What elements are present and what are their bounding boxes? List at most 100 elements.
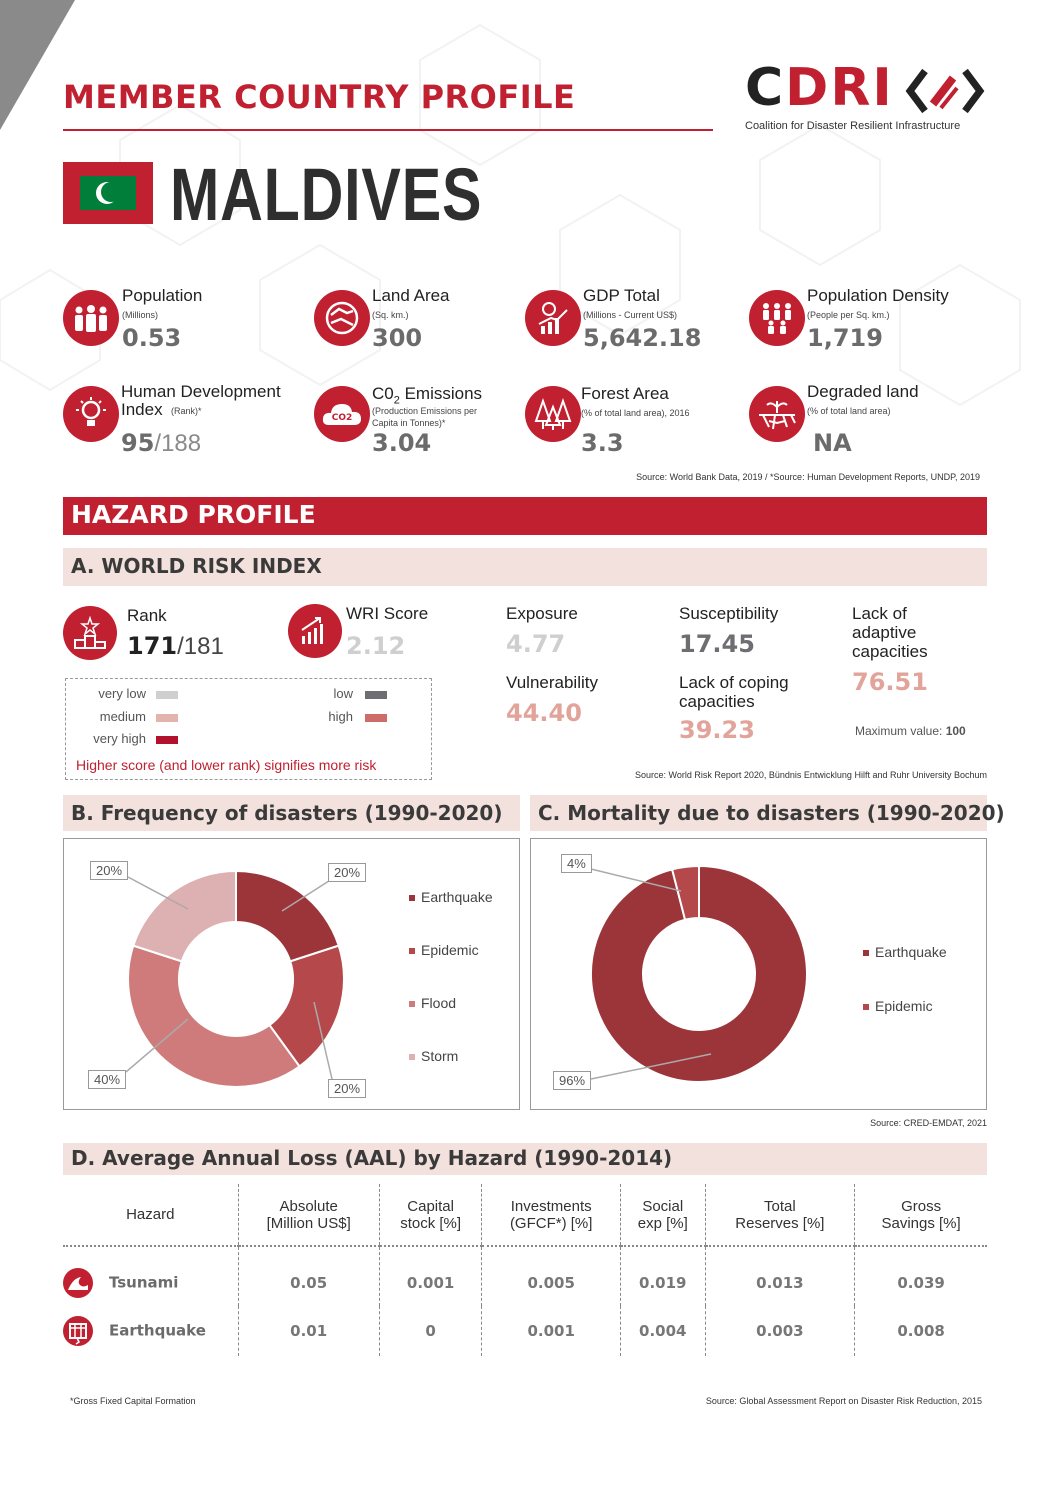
aal-col-absolute: Absolute [Million US$]	[237, 1184, 380, 1247]
aal-col-savings-l2: Savings [%]	[881, 1214, 961, 1232]
aal-col-social: Social exp [%]	[619, 1184, 706, 1247]
freq-connector-line	[313, 1001, 333, 1080]
legend-high-swatch	[365, 714, 387, 722]
max-value-label: Maximum value:	[855, 724, 946, 738]
earthquake-building-icon	[63, 1316, 93, 1346]
table-row: Tsunami 0.05 0.001 0.005 0.019 0.013 0.0…	[63, 1246, 987, 1306]
land-area-unit: (Sq. km.)	[372, 310, 409, 320]
co2-unit-line1: (Production Emissions per	[372, 406, 478, 416]
table-row: Earthquake 0.01 0 0.001 0.004 0.003 0.00…	[63, 1306, 987, 1356]
aal-col-capital: Capital stock [%]	[378, 1184, 482, 1247]
gdp-chart-icon	[525, 290, 581, 346]
aal-cell: 0	[378, 1306, 482, 1356]
wri-section-header: A. WORLD RISK INDEX	[63, 548, 987, 586]
aal-col-investments-l1: Investments	[510, 1197, 592, 1215]
population-label: Population	[122, 286, 203, 305]
legend-low-label: low	[333, 686, 353, 701]
adaptive-label-line3: capacities	[852, 642, 928, 661]
rank-block: Rank 171/181	[63, 606, 273, 666]
hdi-rank-total: /188	[154, 430, 202, 457]
rank-value: 171/181	[127, 632, 224, 661]
aal-col-investments-l2: (GFCF*) [%]	[509, 1214, 593, 1232]
susceptibility-label: Susceptibility	[679, 604, 779, 623]
aal-col-hazard-label: Hazard	[126, 1206, 175, 1223]
mortality-section-header: C. Mortality due to disasters (1990-2020…	[530, 795, 1005, 831]
co2-unit-line2: Capita in Tonnes)*	[372, 418, 446, 428]
logo-subtitle: Coalition for Disaster Resilient Infrast…	[745, 120, 961, 132]
max-value-number: 100	[945, 724, 966, 738]
title-underline	[63, 129, 713, 131]
logo-mark-icon	[905, 68, 985, 114]
logo-dri: DRI	[785, 58, 894, 118]
hdi-label-line1: Human Development	[121, 382, 281, 401]
hdi-rank: 95	[121, 429, 155, 457]
legend-medium-label: medium	[99, 709, 146, 724]
rank-number: 171	[127, 632, 178, 660]
adaptive-value: 76.51	[852, 668, 928, 696]
wri-source: Source: World Risk Report 2020, Bündnis …	[635, 770, 987, 780]
cdri-logo: CDRI Coalition for Disaster Resilient In…	[745, 62, 985, 132]
mort-legend-epidemic: Epidemic	[863, 998, 933, 1014]
adaptive-label-line2: adaptive	[852, 623, 917, 642]
aal-cell: 0.005	[481, 1246, 621, 1306]
legend-very-low-label: very low	[98, 686, 146, 701]
aal-col-savings: Gross Savings [%]	[854, 1184, 987, 1247]
coping-label-line1: Lack of coping	[679, 673, 789, 692]
coping-label-line2: capacities	[679, 692, 755, 711]
density-people-icon	[749, 290, 805, 346]
mort-label-earthquake: 96%	[553, 1071, 592, 1090]
stat-forest: Forest Area (% of total land area), 2016…	[525, 384, 735, 461]
aal-cell: 0.01	[237, 1306, 380, 1356]
stats-source: Source: World Bank Data, 2019 / *Source:…	[636, 472, 980, 482]
population-value: 0.53	[122, 324, 182, 352]
aal-header-row: Hazard Absolute [Million US$] Capital stoc…	[63, 1184, 987, 1247]
co2-icon-text: CO2	[332, 413, 353, 423]
susceptibility-value: 17.45	[679, 630, 755, 658]
people-group-icon	[63, 290, 119, 346]
aal-source: Source: Global Assessment Report on Disa…	[705, 1396, 982, 1406]
aal-col-absolute-l2: [Million US$]	[266, 1214, 351, 1232]
aal-hazard-earthquake-label: Earthquake	[109, 1321, 206, 1340]
co2-label-rest: Emissions	[399, 384, 483, 403]
co2-label-sub: 2	[393, 394, 400, 407]
freq-legend-earthquake-text: Earthquake	[421, 889, 493, 905]
co2-value: 3.04	[372, 429, 432, 457]
hazard-profile-header: HAZARD PROFILE	[63, 497, 987, 535]
aal-col-hazard: Hazard	[63, 1184, 238, 1247]
aal-col-social-l2: exp [%]	[637, 1214, 688, 1232]
freq-legend-epidemic-text: Epidemic	[421, 942, 479, 958]
aal-col-reserves-l2: Reserves [%]	[735, 1214, 825, 1232]
freq-legend-epidemic: Epidemic	[409, 942, 479, 958]
legend-very-low-swatch	[156, 691, 178, 699]
crescent-icon	[96, 182, 121, 204]
aal-col-reserves-l1: Total	[764, 1197, 796, 1215]
frequency-section-header: B. Frequency of disasters (1990-2020)	[63, 795, 520, 831]
aal-cell: 0.004	[619, 1306, 706, 1356]
score-chart-icon	[288, 604, 342, 658]
exposure-value: 4.77	[506, 630, 566, 658]
wri-legend: very low medium very high low high Highe…	[65, 678, 432, 780]
land-area-value: 300	[372, 324, 423, 352]
aal-cell: 0.013	[704, 1246, 855, 1306]
frequency-chart-box: Earthquake Epidemic Flood Storm 20% 20% …	[63, 838, 520, 1110]
page-title: MEMBER COUNTRY PROFILE	[63, 78, 576, 116]
co2-label-main: C0	[372, 384, 394, 403]
stat-degraded-land: Degraded land (% of total land area) NA	[749, 382, 989, 461]
logo-c: C	[745, 58, 786, 118]
aal-col-reserves: Total Reserves [%]	[704, 1184, 855, 1247]
coping-value: 39.23	[679, 716, 755, 744]
mortality-chart-box: Earthquake Epidemic 4% 96%	[530, 838, 987, 1110]
legend-high-label: high	[328, 709, 353, 724]
freq-legend-flood-text: Flood	[421, 995, 457, 1011]
wri-score-label: WRI Score	[346, 604, 429, 623]
aal-col-capital-l1: Capital	[407, 1197, 454, 1215]
aal-footnote: *Gross Fixed Capital Formation	[70, 1396, 196, 1406]
adaptive-label-line1: Lack of	[852, 604, 907, 623]
vulnerability-label: Vulnerability	[506, 673, 598, 692]
mort-connector-line	[590, 1053, 712, 1080]
exposure-label: Exposure	[506, 604, 578, 623]
charts-source: Source: CRED-EMDAT, 2021	[870, 1118, 987, 1128]
density-value: 1,719	[807, 324, 883, 352]
stat-co2: CO2 C02 Emissions (Production Emissions …	[314, 384, 514, 461]
gdp-value: 5,642.18	[583, 324, 702, 352]
